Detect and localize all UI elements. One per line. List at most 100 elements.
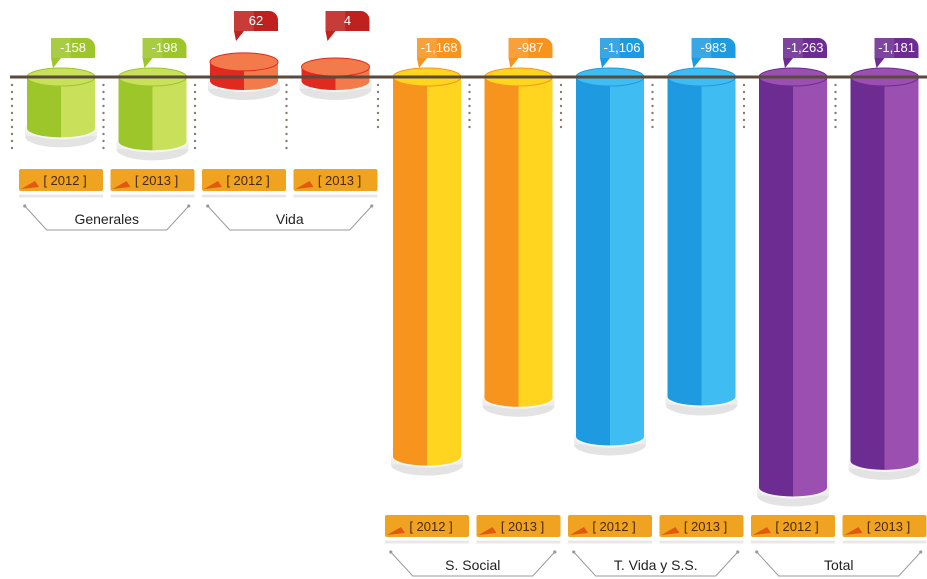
separator-dot <box>742 111 746 115</box>
separator-dot <box>102 139 105 143</box>
separator-dot <box>834 118 837 122</box>
separator-dot <box>193 104 197 108</box>
year-tag: [ 2012 ] <box>202 169 286 198</box>
separator-dot <box>376 111 380 115</box>
bar-generales-2013 <box>116 67 189 161</box>
value-label: -987 <box>517 40 543 55</box>
separator-dot <box>102 104 105 108</box>
separator-dot <box>102 146 105 150</box>
year-label: [ 2013 ] <box>318 173 361 188</box>
separator-dot <box>10 83 14 87</box>
separator-dot <box>285 111 288 115</box>
separator-dot <box>742 125 746 129</box>
separator-dot <box>742 118 746 122</box>
separator-dot <box>742 104 746 108</box>
group-total: Total <box>755 550 923 577</box>
separator-dot <box>102 97 105 101</box>
separator-dot <box>468 97 471 101</box>
year-label: [ 2013 ] <box>501 519 544 534</box>
value-label: -158 <box>60 40 86 55</box>
value-label: 62 <box>249 13 263 28</box>
separator-dot <box>559 83 563 87</box>
dotted-separators <box>10 83 837 150</box>
value-flag: -1,263 <box>783 38 827 68</box>
separator-dot <box>468 90 471 94</box>
separator-dot <box>285 118 288 122</box>
separator-dot <box>468 111 471 115</box>
separator-dot <box>285 125 288 129</box>
group-labels: Generales Vida S. Social T. Vida y S.S. Tota… <box>23 204 923 577</box>
separator-dot <box>10 90 14 94</box>
separator-dot <box>376 83 380 87</box>
separator-dot <box>193 132 197 136</box>
group-t-vida-y-s-s-: T. Vida y S.S. <box>572 550 740 577</box>
separator-dot <box>742 90 746 94</box>
year-tag: [ 2013 ] <box>659 515 744 544</box>
separator-dot <box>10 125 14 129</box>
separator-dot <box>193 118 197 122</box>
group-label: Vida <box>276 211 304 227</box>
separator-dot <box>102 90 105 94</box>
separator-dot <box>376 125 380 129</box>
separator-dot <box>559 90 563 94</box>
value-label: -198 <box>151 40 177 55</box>
value-label: -1,181 <box>878 40 915 55</box>
separator-dot <box>102 111 105 115</box>
separator-dot <box>193 146 197 150</box>
separator-dot <box>102 83 105 87</box>
year-label: [ 2012 ] <box>592 519 635 534</box>
separator-dot <box>285 139 288 143</box>
year-tag: [ 2012 ] <box>19 169 103 198</box>
separator-dot <box>285 90 288 94</box>
bar-s-social-2012 <box>391 67 463 476</box>
separator-dot <box>834 90 837 94</box>
value-flags: -158 -198 62 4 -1,168 -987 -1,106 -983 -1,263 -1,… <box>51 11 919 68</box>
year-label: [ 2012 ] <box>775 519 818 534</box>
value-flag: -158 <box>51 38 95 68</box>
year-label: [ 2012 ] <box>43 173 86 188</box>
separator-dot <box>834 125 837 129</box>
separator-dot <box>468 118 471 122</box>
separator-dot <box>376 97 380 101</box>
separator-dot <box>559 118 563 122</box>
separator-dot <box>285 104 288 108</box>
separator-dot <box>285 146 288 150</box>
group-label: T. Vida y S.S. <box>614 557 698 573</box>
value-label: -1,168 <box>421 40 458 55</box>
value-flag: -1,168 <box>417 38 461 68</box>
bar-total-2013 <box>848 67 921 480</box>
separator-dot <box>10 97 14 101</box>
separator-dot <box>10 111 14 115</box>
separator-dot <box>193 90 197 94</box>
separator-dot <box>834 111 837 115</box>
separator-dot <box>193 97 197 101</box>
separator-dot <box>559 125 563 129</box>
year-tag: [ 2012 ] <box>568 515 652 544</box>
separator-dot <box>376 104 380 108</box>
bar-total-2012 <box>757 67 829 507</box>
value-label: -983 <box>700 40 726 55</box>
year-tag: [ 2013 ] <box>110 169 195 198</box>
separator-dot <box>285 132 288 136</box>
group-label: Total <box>824 557 854 573</box>
separator-dot <box>468 104 471 108</box>
bar-generales-2012 <box>25 67 97 148</box>
group-s-social: S. Social <box>389 550 557 577</box>
value-flag: 62 <box>234 11 278 41</box>
separator-dot <box>651 90 654 94</box>
year-label: [ 2012 ] <box>409 519 452 534</box>
separator-dot <box>102 118 105 122</box>
separator-dot <box>102 125 105 129</box>
separator-dot <box>10 118 14 122</box>
group-label: S. Social <box>445 557 500 573</box>
value-flag: -987 <box>508 38 553 68</box>
separator-dot <box>193 139 197 143</box>
year-label: [ 2012 ] <box>226 173 269 188</box>
separator-dot <box>742 83 746 87</box>
separator-dot <box>193 83 197 87</box>
value-flag: -1,181 <box>874 38 919 68</box>
bar-t-vida-y-s-s--2013 <box>665 67 738 416</box>
value-flag: -983 <box>691 38 736 68</box>
separator-dot <box>834 83 837 87</box>
